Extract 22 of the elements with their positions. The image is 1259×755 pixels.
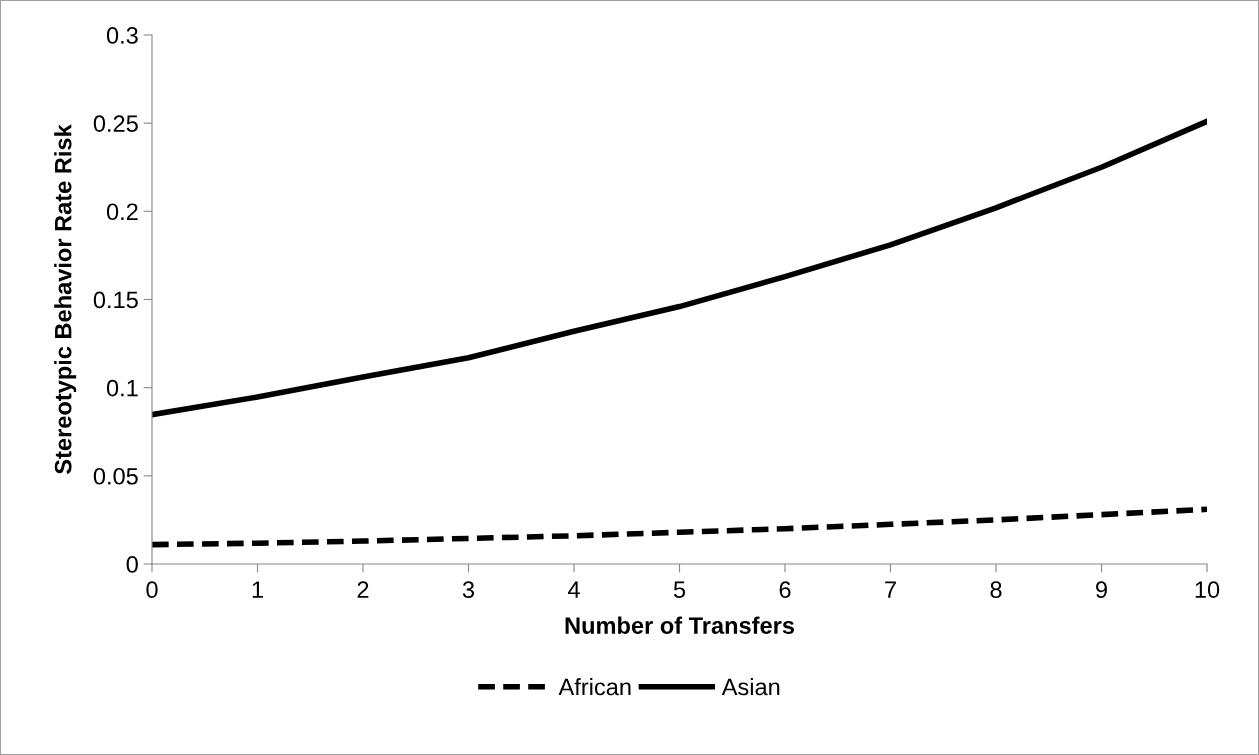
y-tick-label: 0.1 [106, 379, 138, 397]
x-tick-label: 0 [146, 581, 158, 599]
x-tick-label: 7 [885, 581, 896, 598]
x-tick-label: 9 [1096, 581, 1107, 599]
y-axis-title: Stereotypic Behavior Rate Risk [54, 124, 77, 474]
x-tick-label: 4 [567, 581, 580, 598]
y-tick-label: 0.25 [93, 115, 138, 132]
y-tick-label: 0.05 [93, 467, 138, 485]
legend-label: African [558, 678, 631, 696]
y-tick-label: 0.2 [106, 203, 138, 221]
x-tick-label: 1 [252, 581, 263, 598]
x-tick-label: 10 [1195, 581, 1220, 599]
x-tick-label: 2 [357, 581, 369, 598]
legend-label: Asian [721, 678, 780, 696]
x-tick-label: 8 [990, 581, 1002, 599]
x-tick-label: 5 [673, 581, 686, 599]
y-tick-label: 0.15 [93, 291, 138, 309]
y-tick-label: 0.3 [106, 27, 138, 44]
x-axis-title: Number of Transfers [565, 616, 794, 634]
x-tick-label: 3 [462, 581, 475, 599]
y-tick-label: 0 [126, 556, 138, 573]
x-tick-label: 6 [779, 581, 791, 599]
